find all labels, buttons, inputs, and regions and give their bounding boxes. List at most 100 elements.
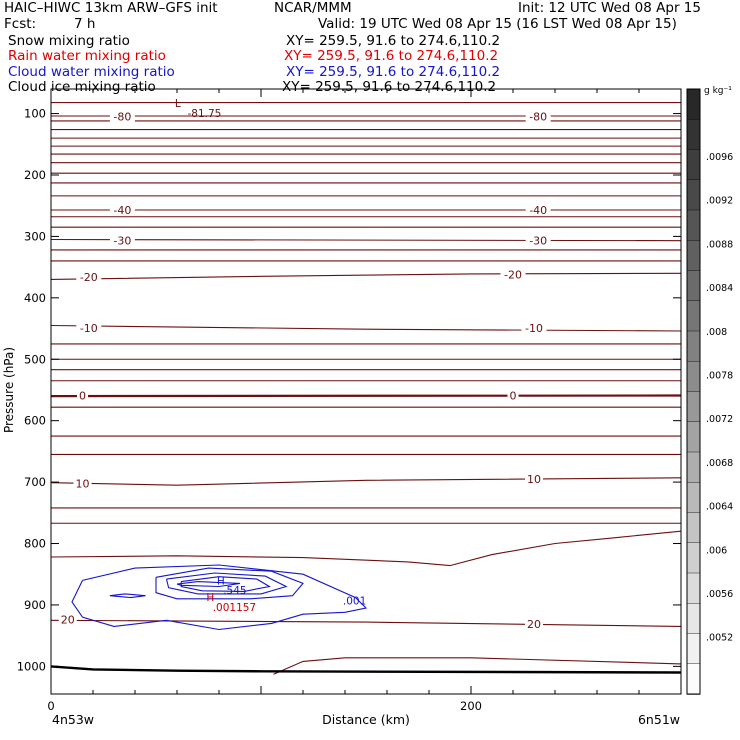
- cloud-water-contour: [71, 564, 368, 631]
- isotherm-label: -10: [525, 322, 543, 335]
- colorbar-swatch: [686, 572, 701, 604]
- x-tick-label: 200: [460, 699, 482, 713]
- colorbar-swatch: [686, 421, 701, 453]
- colorbar-label: .008: [706, 327, 727, 338]
- contour-label-layer: -80 -80 -40 -40 -30 -30 -20 -20 -10 -10 0 0 10 10 20 20…: [58, 98, 551, 631]
- isotherm-label-bg: [525, 617, 543, 630]
- isotherm-label: -30: [113, 235, 131, 248]
- colorbar-swatch: [686, 633, 701, 665]
- y-tick-label: 300: [24, 229, 46, 243]
- header-center: NCAR/MMM: [274, 0, 352, 16]
- colorbar-swatch: [686, 179, 701, 211]
- x-tick-label: 0: [47, 699, 54, 713]
- cloud-water-contour: [165, 572, 288, 595]
- x-axis-label: Distance (km): [322, 712, 410, 727]
- cloud-water-contour: [180, 576, 271, 592]
- isotherm-label: 0: [79, 389, 86, 402]
- y-axis-label: Pressure (hPa): [2, 347, 16, 433]
- colorbar-label: .0092: [706, 196, 733, 207]
- isotherm-line: [50, 530, 682, 567]
- isotherm-label: 10: [527, 473, 541, 486]
- colorbar-swatch: [686, 300, 701, 332]
- isotherm-label: -80: [529, 111, 547, 124]
- isotherm-label: -80: [113, 111, 131, 124]
- header-valid: Valid: 19 UTC Wed 08 Apr 15 (16 LST Wed …: [318, 16, 677, 32]
- x-endpoint-left: 4n53w: [52, 712, 94, 727]
- cloud-water-layer: [71, 564, 368, 631]
- isotherm-label: 20: [527, 618, 541, 631]
- isotherm-label-bg: [507, 389, 519, 402]
- colorbar-label: .0068: [706, 458, 733, 469]
- cloud-water-contour: [176, 581, 241, 588]
- colorbar-frame: [686, 88, 701, 695]
- isotherm-label-bg: [525, 110, 551, 123]
- isotherm-line: [50, 272, 682, 280]
- isotherm-label-bg: [525, 204, 551, 216]
- colorbar-swatch: [686, 391, 701, 423]
- isotherm-label: 20: [61, 614, 75, 627]
- field-rain-name: Rain water mixing ratio: [8, 48, 166, 64]
- colorbar-label: .0064: [706, 502, 733, 513]
- field-cloudice-name: Cloud ice mixing ratio: [8, 79, 156, 95]
- colorbar-swatch: [686, 88, 701, 120]
- isotherm-line: [50, 238, 682, 242]
- colorbar-swatch: [686, 330, 701, 362]
- colorbar-swatch: [686, 240, 701, 272]
- isotherm-label-bg: [76, 270, 102, 283]
- field-cloudwater-name: Cloud water mixing ratio: [8, 64, 175, 80]
- contour-layer: [50, 101, 682, 675]
- contour-annotation: H: [206, 592, 214, 604]
- y-tick-label: 400: [24, 291, 46, 305]
- isotherm-label-bg: [76, 321, 102, 334]
- header-fcst-value: 7 h: [74, 16, 96, 32]
- header-fcst-label: Fcst:: [4, 16, 37, 32]
- y-tick-label: 700: [24, 475, 46, 489]
- isotherm-label-bg: [109, 204, 135, 216]
- y-tick-label: 500: [24, 352, 46, 366]
- isotherm-line: [50, 394, 682, 398]
- y-tick-label: 600: [24, 414, 46, 428]
- colorbar-label: .0052: [706, 633, 733, 644]
- y-tick-label: 900: [24, 598, 46, 612]
- colorbar-label: .0084: [706, 283, 733, 294]
- isotherm-label-bg: [73, 477, 92, 490]
- field-rain-xy: XY= 259.5, 91.6 to 274.6,110.2: [284, 48, 499, 64]
- cloud-water-contour: [109, 593, 146, 599]
- header-title: HAIC–HIWC 13km ARW–GFS init: [4, 0, 218, 16]
- isotherm-label: 0: [510, 389, 517, 402]
- isotherm-label-bg: [500, 268, 526, 281]
- y-tick-label: 1000: [17, 659, 46, 673]
- colorbar-swatch: [686, 119, 701, 151]
- contour-annotation: H: [217, 575, 225, 587]
- contour-annotation: .545: [223, 585, 246, 597]
- contour-annotation: .001: [343, 596, 366, 608]
- isotherm-line: [50, 619, 682, 627]
- colorbar-swatch: [686, 512, 701, 544]
- isotherm-label-bg: [58, 613, 77, 626]
- header-init: Init: 12 UTC Wed 08 Apr 15: [518, 0, 701, 16]
- isotherm-label-bg: [525, 473, 543, 486]
- colorbar-swatch: [686, 209, 701, 241]
- terrain-line: [50, 665, 682, 674]
- colorbar-swatch: [686, 482, 701, 514]
- y-tick-label: 100: [24, 107, 46, 121]
- isotherm-line: [50, 477, 682, 486]
- plot-frame: [50, 88, 682, 695]
- colorbar-label: .0078: [706, 371, 733, 382]
- y-tick-label: 800: [24, 537, 46, 551]
- isotherm-label-bg: [77, 389, 88, 402]
- isotherm-label: -20: [504, 268, 522, 281]
- isotherm-label-bg: [109, 110, 135, 123]
- isotherm-line: [273, 657, 682, 675]
- isotherm-label: 10: [76, 477, 90, 490]
- colorbar-label: .0072: [706, 414, 733, 425]
- isotherm-label: -40: [113, 204, 131, 217]
- colorbar-unit: g kg⁻¹: [704, 86, 732, 96]
- colorbar-swatch: [686, 361, 701, 393]
- colorbar-swatch: [686, 542, 701, 574]
- colorbar: .0096 .0092 .0088 .0084 .008 .0078 .0072 .0068.…: [686, 88, 733, 695]
- colorbar-swatch: [686, 663, 701, 695]
- isotherm-label-bg: [109, 234, 135, 247]
